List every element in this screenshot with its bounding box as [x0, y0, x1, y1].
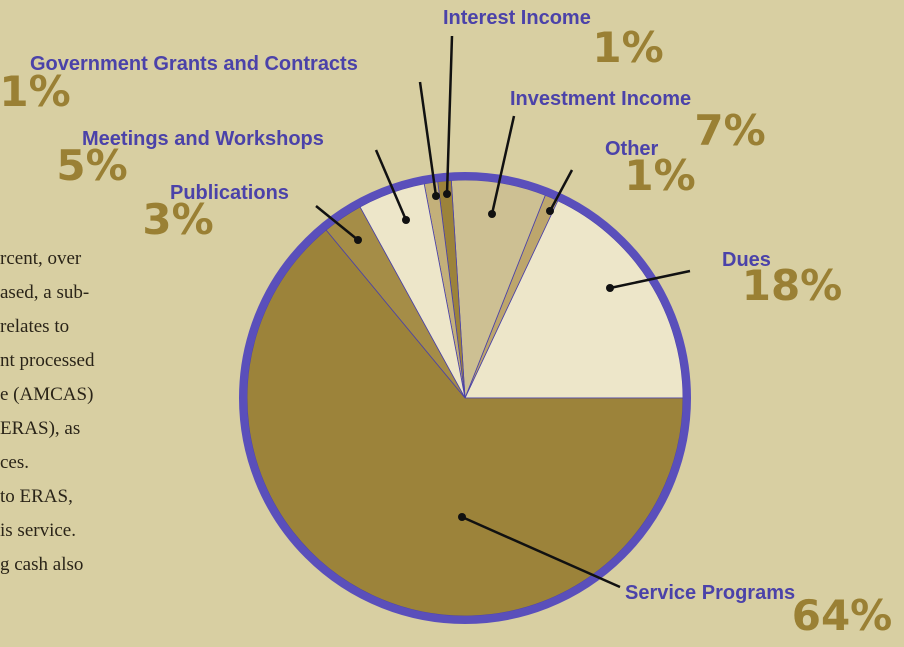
leader-dot [546, 207, 554, 215]
slice-label: Other [605, 138, 659, 160]
body-text-line: rcent, over [0, 248, 82, 269]
leader-dot [432, 192, 440, 200]
leader-line [609, 269, 691, 290]
pie-slice [464, 200, 684, 399]
slice-percent: 1% [0, 67, 71, 116]
side-text: rcent, over ased, a sub-relates to nt proc… [0, 248, 95, 575]
body-text-line: relates to [0, 316, 69, 337]
leader-dot [606, 284, 614, 292]
slice-percent: 3% [142, 195, 213, 244]
pie-rim [239, 172, 691, 624]
body-text-line: ERAS), as [0, 418, 80, 439]
body-text-line: e (AMCAS) [0, 384, 93, 405]
slice-percent: 1% [624, 151, 695, 200]
leader-line [315, 205, 359, 241]
body-text-line: g cash also [0, 554, 83, 575]
body-text-line: is service. [0, 520, 76, 541]
slice-percent: 18% [742, 261, 843, 310]
slice-label: Interest Income [443, 7, 591, 29]
leader-line [418, 81, 438, 197]
slice-label: Dues [722, 249, 771, 271]
slice-percent: 1% [592, 23, 663, 72]
leader-dot [402, 216, 410, 224]
leader-line [461, 515, 621, 589]
body-text-line: to ERAS, [0, 486, 73, 507]
leader-line [548, 169, 574, 212]
leader-dot [458, 513, 466, 521]
pie-chart [239, 172, 691, 624]
slice-label: Investment Income [510, 88, 691, 110]
slice-label: Service Programs [625, 582, 795, 604]
slice-percent: 7% [694, 106, 765, 155]
leader-dot [354, 236, 362, 244]
slice-percent: 64% [792, 591, 893, 640]
body-text-line: nt processed [0, 350, 95, 371]
body-text-line: ased, a sub- [0, 282, 89, 303]
leader-line [374, 149, 408, 221]
leader-dot [443, 190, 451, 198]
slice-label: Meetings and Workshops [82, 128, 324, 150]
slice-percent: 5% [56, 141, 127, 190]
slice-label: Publications [170, 182, 289, 204]
body-text-line: ces. [0, 452, 29, 473]
leader-line [490, 115, 516, 215]
pie-slice [246, 229, 684, 617]
slice-label: Government Grants and Contracts [30, 53, 358, 75]
leader-dot [488, 210, 496, 218]
leader-line [445, 35, 454, 195]
